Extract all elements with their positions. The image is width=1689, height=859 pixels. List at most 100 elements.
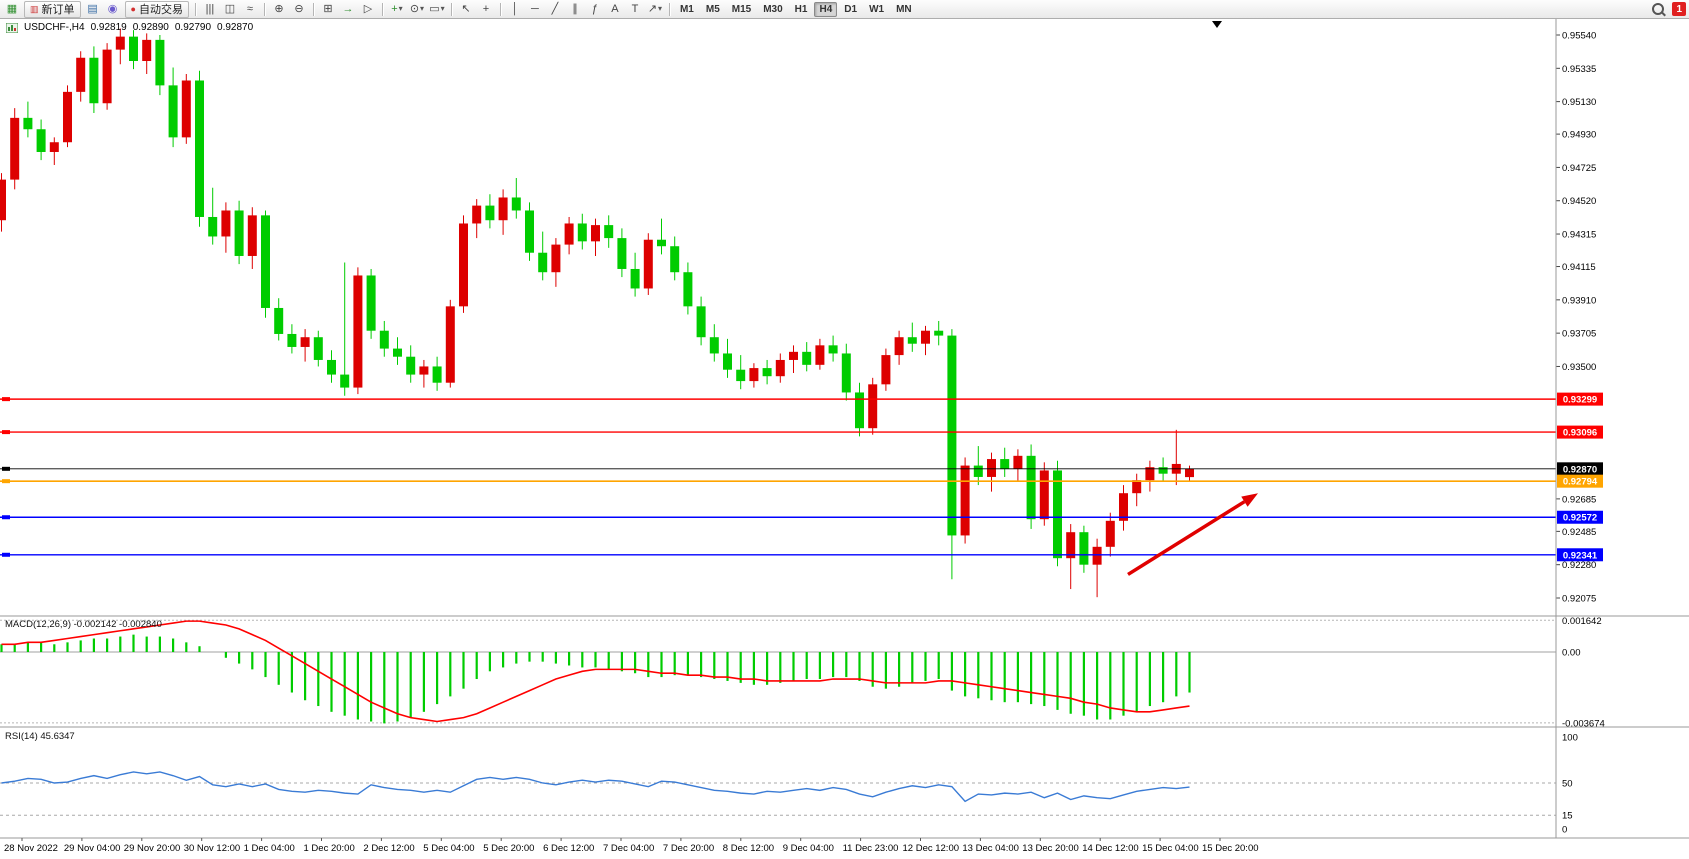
crosshair-icon[interactable]: +	[482, 2, 490, 15]
candle-body	[525, 210, 534, 253]
candle-body	[723, 353, 732, 370]
candle-body	[327, 359, 336, 375]
support-line-1-handle[interactable]	[2, 515, 10, 520]
candle-body	[89, 57, 99, 104]
periods-button[interactable]: ⊙ ▾	[409, 2, 425, 15]
trend-arrow-head[interactable]	[1241, 493, 1258, 507]
text-label-icon[interactable]: T	[631, 2, 639, 15]
timeframe-mn[interactable]: MN	[896, 3, 912, 15]
time-tick-label: 29 Nov 04:00	[64, 843, 121, 854]
timeframe-h1[interactable]: H1	[794, 3, 808, 15]
candle-body	[1119, 493, 1128, 521]
candle-body	[36, 129, 46, 152]
horizontal-line-icon[interactable]: ─	[531, 2, 539, 15]
time-tick-label: 5 Dec 20:00	[483, 843, 534, 854]
macd-scale-label: 0.00	[1562, 648, 1581, 659]
vertical-line-icon[interactable]: │	[511, 2, 519, 15]
macd-label: MACD(12,26,9) -0.002142 -0.002840	[5, 619, 162, 630]
trend-arrow-shaft[interactable]	[1127, 500, 1246, 576]
timeframe-m1[interactable]: M1	[679, 3, 694, 15]
autotrading-button[interactable]: ● 自动交易	[124, 0, 189, 18]
new-order-button[interactable]: ▥ 新订单	[24, 0, 81, 18]
templates-button[interactable]: ▭ ▾	[429, 2, 445, 15]
macd-scale-label: 0.001642	[1562, 616, 1602, 627]
profiles-icon[interactable]: ▤	[87, 2, 98, 15]
current-price-line-handle[interactable]	[2, 466, 10, 471]
indicators-button[interactable]: + ▾	[391, 2, 403, 15]
toolbar-separator	[450, 2, 452, 16]
support-line-2-price-box	[1557, 548, 1603, 562]
bar-chart-icon[interactable]: |||	[205, 2, 215, 15]
price-tick-label: 0.92075	[1562, 593, 1596, 604]
time-tick-label: 12 Dec 12:00	[903, 843, 960, 854]
candle-body	[815, 345, 825, 365]
candle-body	[841, 353, 851, 393]
time-tick-label: 13 Dec 20:00	[1022, 843, 1079, 854]
time-tick-label: 6 Dec 12:00	[543, 843, 594, 854]
price-tick-label: 0.94930	[1562, 130, 1596, 141]
time-tick-label: 9 Dec 04:00	[783, 843, 834, 854]
pivot-line-handle[interactable]	[2, 479, 10, 484]
price-tick-label: 0.94115	[1562, 262, 1596, 273]
candle-body	[340, 374, 350, 388]
zoom-in-icon[interactable]: ⊕	[274, 2, 284, 15]
candle-body	[921, 330, 930, 344]
candle-body	[366, 275, 376, 331]
current-price-line-price-box	[1557, 462, 1603, 476]
text-icon[interactable]: A	[611, 2, 619, 15]
timeframe-m30[interactable]: M30	[763, 3, 783, 15]
candle-body	[960, 465, 970, 536]
candle-body	[1053, 470, 1062, 559]
zoom-out-icon[interactable]: ⊖	[294, 2, 304, 15]
fibonacci-icon[interactable]: ƒ	[591, 2, 599, 15]
order-ticket-icon: ▥	[30, 3, 39, 14]
chevron-down-icon: ▾	[398, 4, 403, 13]
time-tick-label: 15 Dec 20:00	[1202, 843, 1259, 854]
resistance-line-2-handle[interactable]	[2, 430, 10, 435]
tile-windows-icon[interactable]: ⊞	[323, 2, 333, 15]
candle-body	[1000, 459, 1010, 469]
candle-body	[987, 459, 996, 477]
timeframe-h4[interactable]: H4	[814, 1, 838, 17]
new-chart-icon[interactable]: ▦	[6, 2, 18, 15]
resistance-line-1-handle[interactable]	[2, 397, 10, 402]
rsi-scale-label: 100	[1562, 733, 1578, 744]
timeframe-d1[interactable]: D1	[844, 3, 858, 15]
cursor-icon[interactable]: ↖	[461, 2, 471, 15]
candlestick-chart-icon[interactable]: ◫	[224, 2, 236, 15]
chart-shift-marker[interactable]	[1212, 21, 1222, 28]
timeframe-m15[interactable]: M15	[731, 3, 752, 15]
auto-scroll-icon[interactable]: →	[342, 2, 354, 15]
channel-icon[interactable]: ∥	[572, 2, 578, 15]
candle-body	[894, 337, 904, 356]
alerts-icon[interactable]: ◉	[107, 2, 118, 15]
time-tick-label: 1 Dec 20:00	[304, 843, 355, 854]
search-icon[interactable]	[1649, 1, 1667, 18]
notification-badge[interactable]: 1	[1672, 2, 1686, 16]
ohlc-low: 0.92790	[174, 22, 212, 33]
candle-body	[789, 351, 798, 360]
support-line-2-handle[interactable]	[2, 552, 10, 557]
candle-body	[459, 223, 468, 307]
chart-shift-icon[interactable]: ▷	[363, 2, 373, 15]
timeframe-w1[interactable]: W1	[869, 3, 885, 15]
time-tick-label: 7 Dec 20:00	[663, 843, 714, 854]
candle-body	[247, 215, 257, 256]
candle-body	[300, 337, 310, 347]
candle-body	[775, 359, 785, 377]
candle-body	[538, 252, 548, 273]
candle-body	[432, 366, 442, 383]
candle-body	[23, 117, 33, 130]
chart-window-icon	[6, 22, 18, 33]
current-price-line-price-label: 0.92870	[1563, 464, 1597, 475]
line-chart-icon[interactable]: ≈	[246, 2, 253, 15]
arrows-icon[interactable]: ↗ ▾	[647, 2, 663, 15]
candle-body	[657, 239, 666, 247]
trendline-icon[interactable]: ╱	[551, 2, 559, 15]
candle-body	[855, 392, 864, 429]
timeframe-m5[interactable]: M5	[705, 3, 720, 15]
candle-body	[208, 216, 218, 237]
time-axis: 28 Nov 2022 29 Nov 04:00 29 Nov 20:00 30 No…	[0, 837, 1689, 854]
